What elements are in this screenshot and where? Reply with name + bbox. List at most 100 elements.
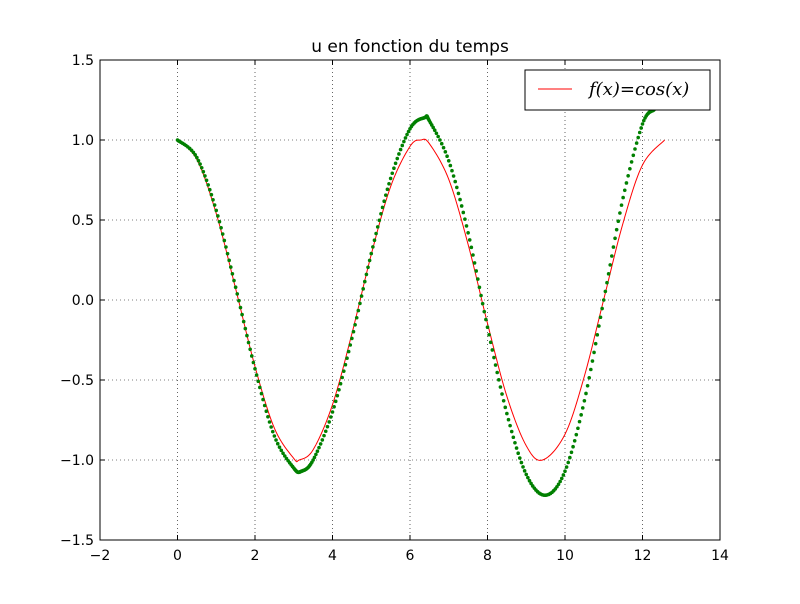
- data-point: [348, 343, 353, 347]
- data-point: [439, 141, 444, 146]
- data-point: [329, 415, 333, 419]
- data-point: [482, 309, 487, 314]
- x-tick-label: 2: [251, 548, 260, 564]
- data-point: [272, 434, 277, 438]
- data-point: [269, 425, 273, 429]
- data-point: [459, 204, 464, 208]
- data-point: [517, 456, 522, 460]
- data-point: [450, 168, 454, 173]
- data-point: [595, 333, 600, 337]
- data-point: [322, 433, 326, 438]
- data-point: [451, 174, 456, 178]
- data-point: [592, 350, 596, 355]
- data-point: [519, 460, 524, 465]
- data-point: [377, 218, 382, 223]
- data-point: [514, 446, 519, 450]
- data-point: [196, 158, 201, 163]
- data-point: [484, 317, 488, 322]
- data-point: [443, 150, 448, 154]
- data-point: [387, 181, 391, 186]
- data-point: [398, 147, 403, 152]
- data-point: [571, 444, 575, 449]
- data-point: [619, 203, 624, 207]
- data-point: [559, 476, 564, 481]
- data-point: [490, 348, 495, 352]
- data-point: [469, 245, 474, 250]
- data-point: [211, 198, 215, 202]
- data-point: [222, 238, 227, 243]
- data-point: [629, 160, 634, 164]
- data-point: [513, 440, 517, 445]
- x-tick-label: 6: [406, 548, 415, 564]
- data-point: [584, 391, 588, 396]
- data-point: [327, 420, 331, 424]
- data-point: [495, 370, 499, 375]
- data-point: [216, 214, 220, 218]
- data-point: [508, 423, 512, 428]
- data-point: [431, 125, 435, 130]
- data-point: [380, 205, 385, 210]
- data-point: [262, 403, 267, 408]
- data-point: [582, 399, 587, 403]
- data-point: [201, 169, 206, 174]
- data-point: [258, 385, 262, 390]
- data-point: [598, 315, 603, 320]
- data-point: [603, 289, 608, 294]
- data-point: [323, 429, 328, 434]
- data-point: [556, 482, 561, 487]
- data-point: [395, 156, 400, 161]
- legend: f(x)=cos(x): [524, 69, 711, 111]
- data-point: [403, 136, 408, 140]
- data-point: [246, 340, 251, 345]
- data-point: [397, 152, 401, 156]
- y-tick-label: 0.0: [72, 293, 94, 309]
- data-point: [456, 191, 461, 196]
- data-point: [217, 219, 222, 224]
- data-point: [434, 131, 439, 136]
- data-point: [392, 166, 396, 171]
- data-point: [616, 219, 621, 224]
- chart-title: u en fonction du temps: [311, 37, 509, 57]
- grid-layer: [100, 60, 720, 540]
- data-point: [220, 232, 225, 236]
- data-point: [228, 265, 233, 269]
- x-tick-label: 4: [328, 548, 337, 564]
- data-point: [487, 332, 491, 337]
- data-point: [522, 469, 527, 473]
- data-point: [488, 340, 493, 345]
- data-point: [610, 254, 614, 258]
- data-point: [566, 460, 571, 465]
- data-point: [492, 355, 496, 360]
- data-point: [558, 479, 562, 484]
- data-point: [195, 155, 199, 160]
- data-point: [498, 385, 503, 389]
- data-point: [225, 251, 230, 256]
- y-tick-label: 1.5: [72, 53, 94, 69]
- data-point: [579, 413, 583, 417]
- data-point: [230, 272, 235, 276]
- data-point: [251, 360, 256, 365]
- data-point: [356, 308, 361, 313]
- data-point: [590, 359, 595, 363]
- data-point: [235, 292, 240, 296]
- legend-box: [524, 69, 711, 111]
- data-point: [359, 294, 364, 298]
- data-point: [270, 429, 275, 434]
- data-point: [332, 405, 336, 409]
- data-point: [337, 387, 341, 392]
- data-point: [325, 424, 330, 429]
- data-point: [446, 159, 451, 163]
- data-point: [626, 173, 630, 178]
- data-point: [358, 301, 362, 306]
- data-point: [624, 181, 629, 185]
- data-point: [338, 381, 343, 386]
- data-point: [353, 323, 357, 327]
- data-point: [618, 211, 622, 215]
- data-point: [206, 183, 210, 187]
- data-point: [277, 445, 282, 449]
- data-point: [480, 301, 485, 306]
- data-point: [611, 245, 616, 249]
- data-point: [214, 208, 219, 213]
- data-point: [281, 451, 285, 456]
